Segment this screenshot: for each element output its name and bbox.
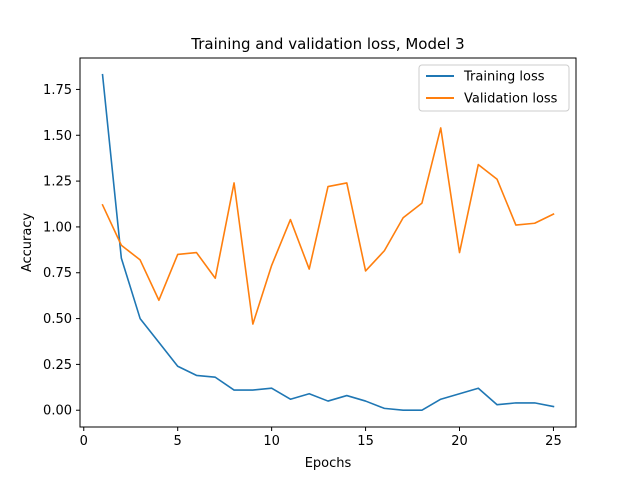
x-tick-label: 20 <box>451 434 468 449</box>
x-axis-label: Epochs <box>305 456 352 471</box>
series-line-validation-loss <box>101 127 555 325</box>
y-axis-label: Accuracy <box>20 213 35 273</box>
x-axis-ticks: 0 5 10 15 20 25 <box>80 427 562 449</box>
y-tick-label: 0.75 <box>43 266 72 281</box>
legend-box <box>418 64 570 112</box>
y-tick-label: 1.25 <box>43 175 72 190</box>
x-tick-label: 15 <box>357 434 374 449</box>
y-axis-ticks: 0.00 0.25 0.50 0.75 1.00 1.25 1.50 1.75 <box>43 83 80 419</box>
chart-title: Training and validation loss, Model 3 <box>190 35 464 53</box>
x-tick-label: 25 <box>545 434 562 449</box>
series-layer <box>101 73 555 412</box>
x-tick-label: 10 <box>263 434 280 449</box>
y-tick-label: 0.00 <box>43 404 72 419</box>
y-tick-label: 0.25 <box>43 358 72 373</box>
plot-area <box>79 57 577 428</box>
y-tick-label: 1.50 <box>43 129 72 144</box>
y-tick-label: 0.50 <box>43 312 72 327</box>
series-line-training-loss <box>101 73 555 412</box>
y-tick-label: 1.00 <box>43 220 72 235</box>
y-tick-label: 1.75 <box>43 83 72 98</box>
legend-label-validation-loss: Validation loss <box>464 92 558 107</box>
x-tick-label: 0 <box>80 434 88 449</box>
x-tick-label: 5 <box>174 434 182 449</box>
plot-frame <box>79 57 577 428</box>
legend: Training loss Validation loss <box>418 64 570 112</box>
legend-label-training-loss: Training loss <box>463 70 545 85</box>
